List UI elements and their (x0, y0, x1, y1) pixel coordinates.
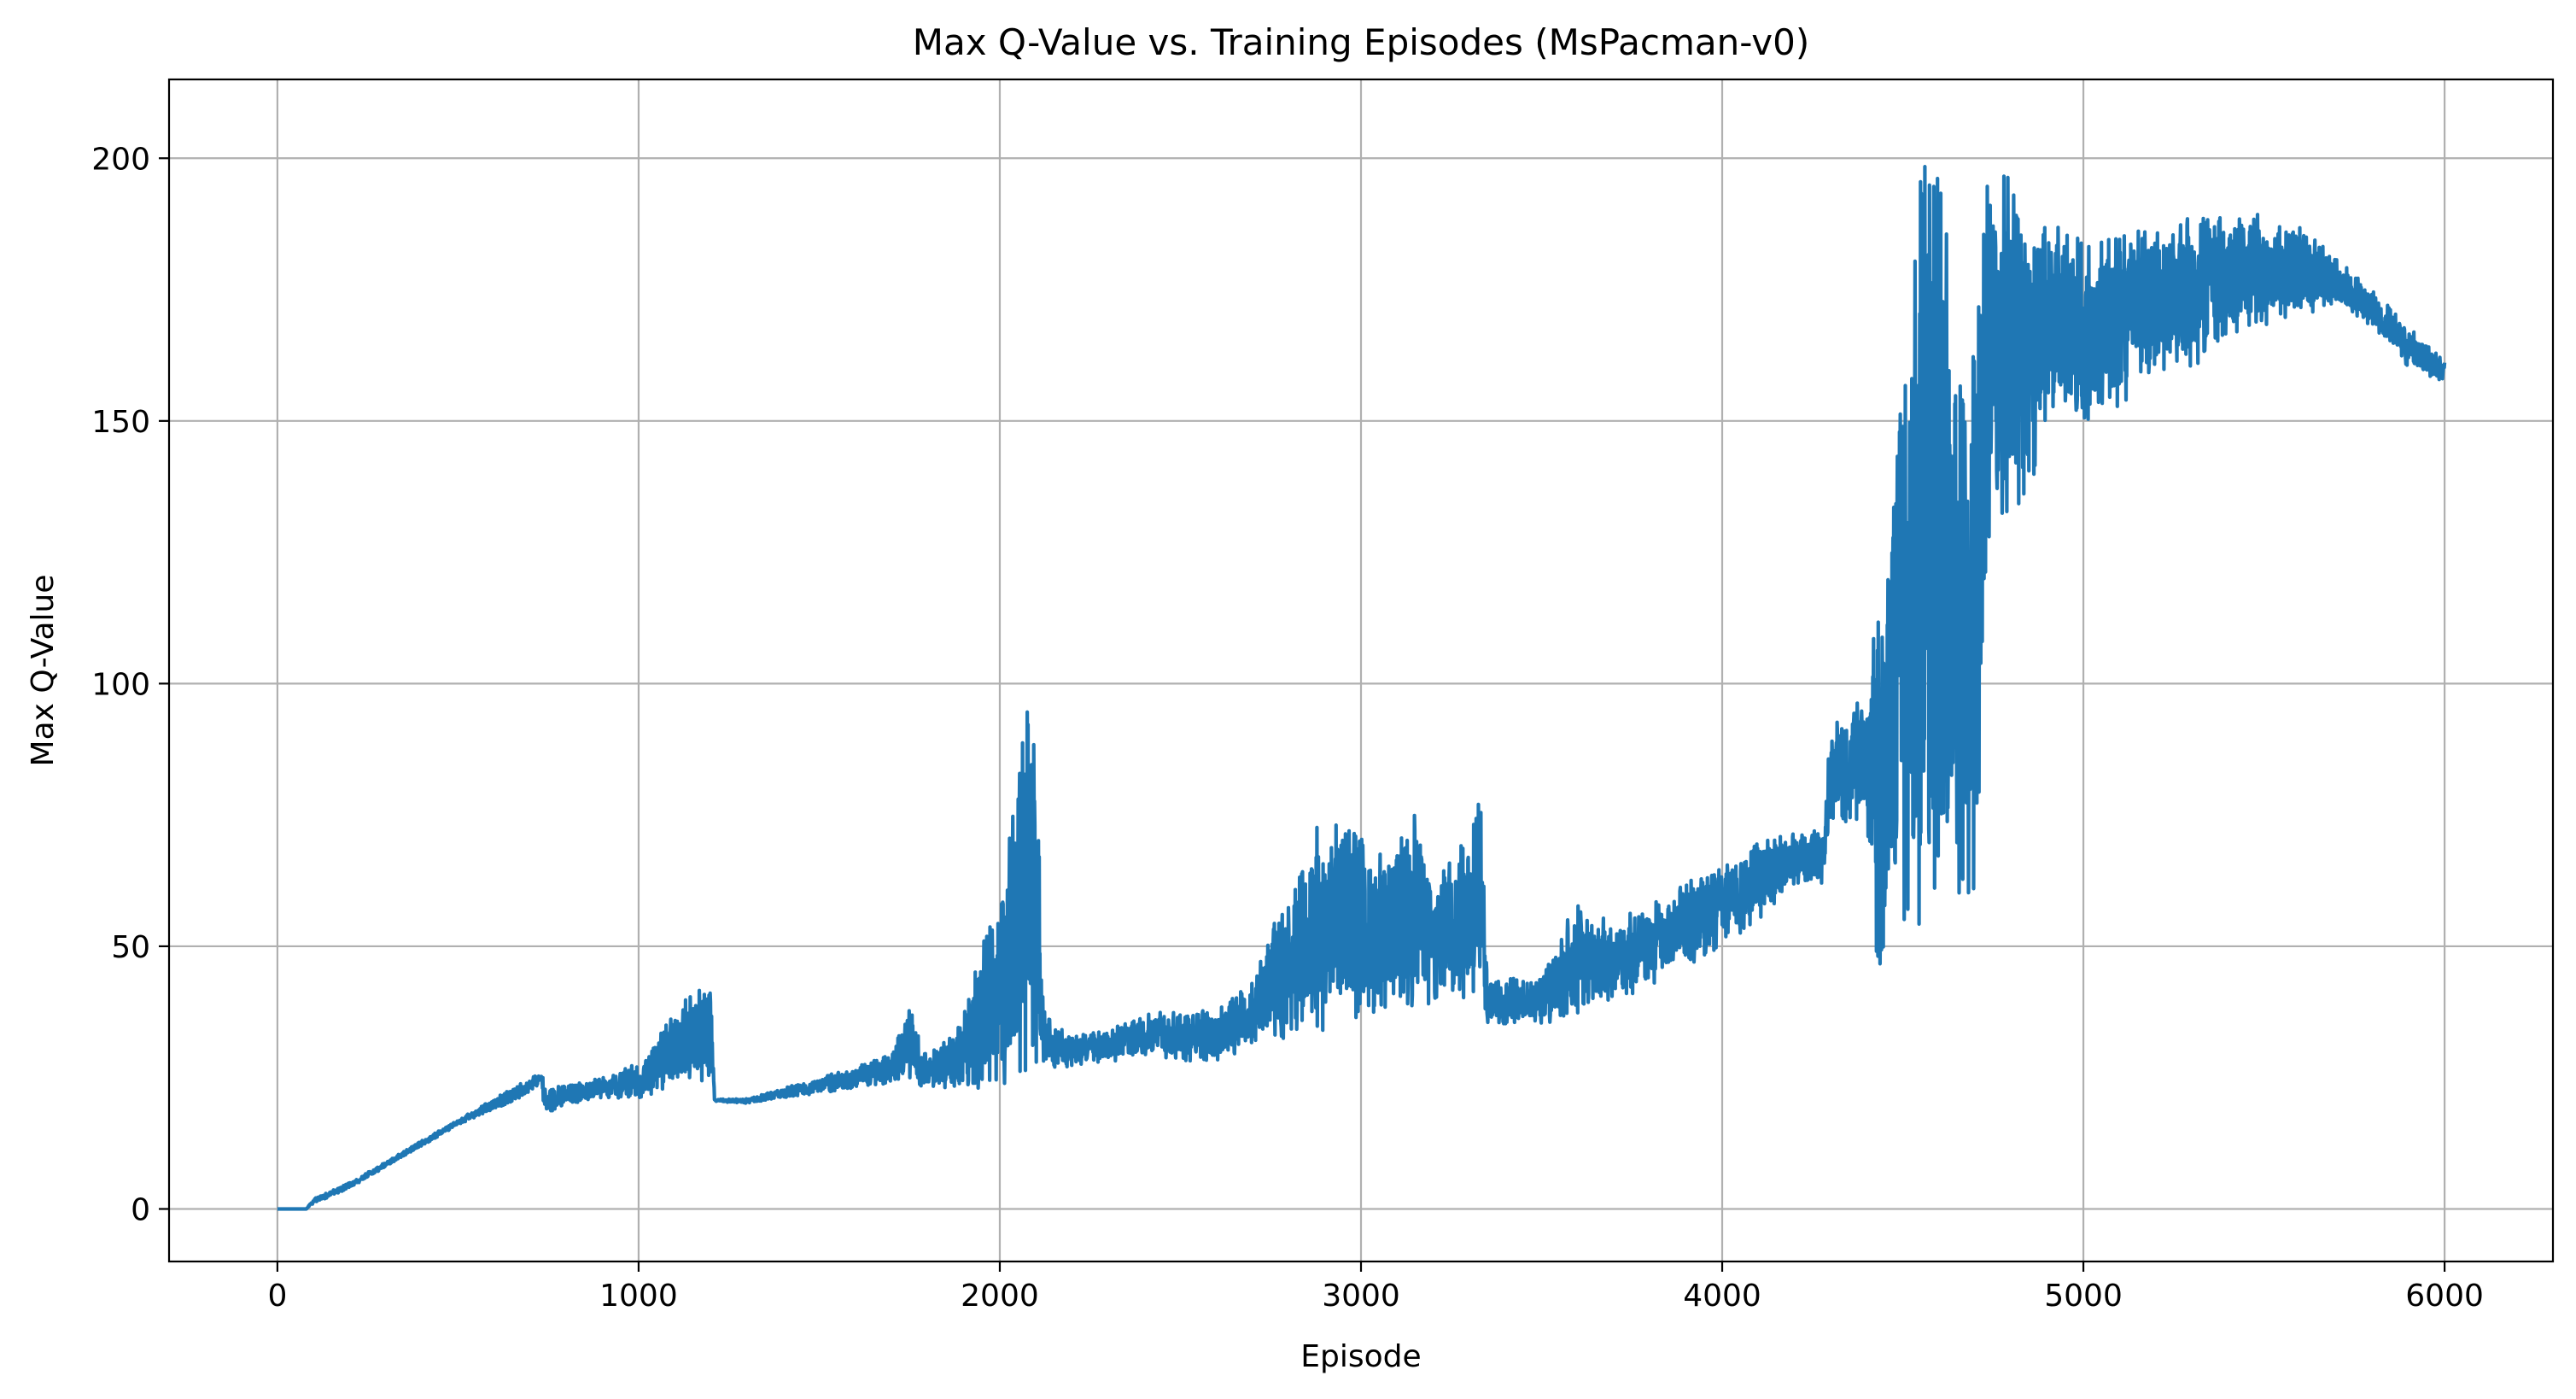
y-axis-label: Max Q-Value (26, 575, 61, 767)
y-tick-label: 0 (131, 1192, 150, 1227)
x-tick-label: 5000 (2044, 1279, 2123, 1314)
tick-labels: 0 1000 2000 3000 4000 5000 6000 0 50 100 150 200 (91, 142, 2484, 1314)
x-tick-label: 1000 (599, 1279, 678, 1314)
x-tick-label: 4000 (1683, 1279, 1761, 1314)
chart-title: Max Q-Value vs. Training Episodes (MsPac… (913, 21, 1810, 63)
x-tick-label: 3000 (1322, 1279, 1400, 1314)
x-axis-label: Episode (1300, 1339, 1421, 1374)
tick-marks (159, 157, 2446, 1272)
x-tick-label: 6000 (2405, 1279, 2484, 1314)
y-tick-label: 50 (111, 930, 150, 965)
series-line-group (276, 165, 2447, 1211)
y-tick-label: 150 (91, 405, 150, 440)
y-tick-label: 200 (91, 142, 150, 177)
y-tick-label: 100 (91, 667, 150, 702)
max-q-value-line (276, 165, 2447, 1211)
x-tick-label: 0 (267, 1279, 287, 1314)
x-tick-label: 2000 (961, 1279, 1039, 1314)
